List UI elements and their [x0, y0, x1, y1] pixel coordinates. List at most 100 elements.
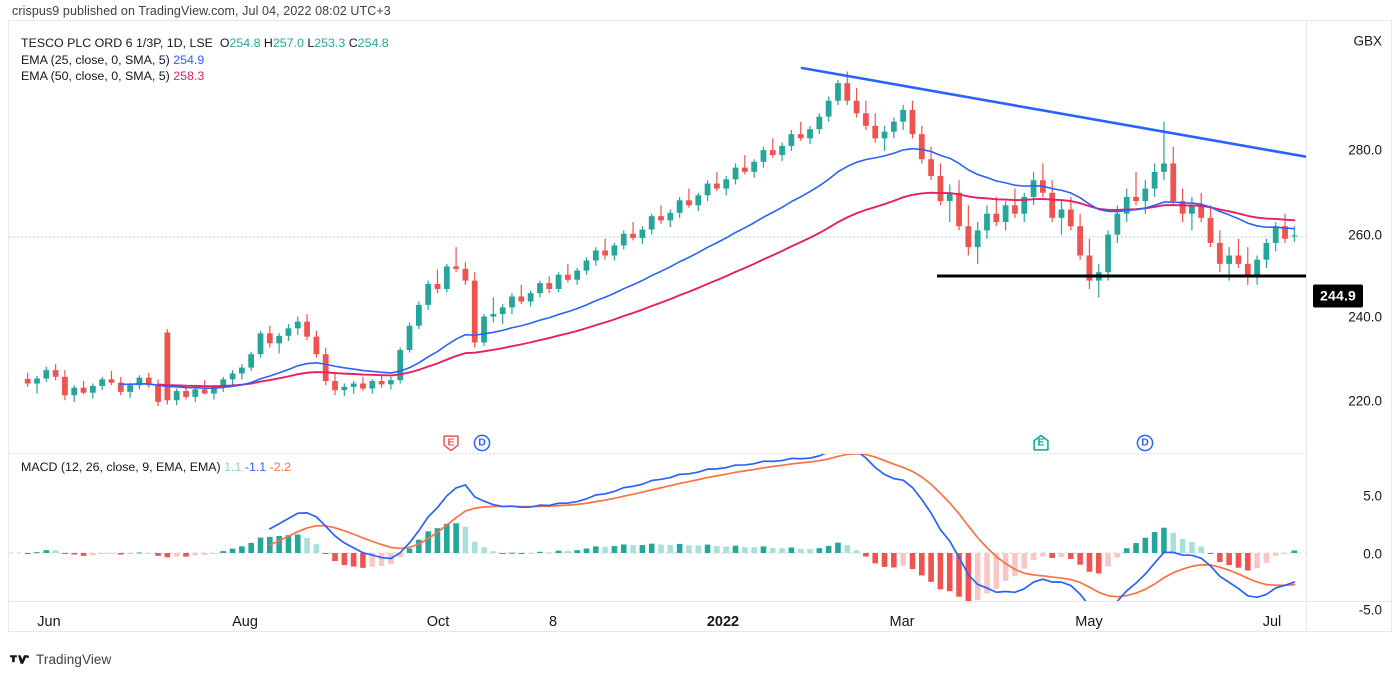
candle-body — [127, 385, 133, 392]
candle-body — [1067, 209, 1074, 227]
macd-hist-bar — [1263, 553, 1270, 563]
macd-hist-bar — [676, 543, 683, 553]
candle-body — [807, 129, 813, 139]
candle-body — [360, 383, 366, 389]
price-scale[interactable]: GBX 280.0 260.0 240.0 220.0 5.0 0.0 -5.0 244.9 — [1306, 21, 1392, 632]
macd-hist-bar — [220, 551, 227, 553]
macd-hist-bar — [620, 544, 627, 553]
macd-hist-bar — [434, 528, 441, 553]
candle-body — [257, 333, 264, 355]
candle-body — [555, 274, 562, 289]
macd-hist-bar — [1086, 553, 1093, 572]
macd-hist-bar — [471, 541, 478, 553]
candle-body — [248, 354, 255, 368]
candle-body — [285, 328, 292, 336]
candle-body — [62, 376, 68, 396]
ema25-line — [120, 147, 1296, 389]
macd-hist-bar — [118, 553, 124, 555]
earnings-marker-2[interactable]: E — [1032, 434, 1051, 453]
candle-body — [52, 370, 59, 377]
time-axis[interactable]: Jun Aug Oct 8 2022 Mar May Jul — [9, 601, 1306, 632]
price-pane[interactable]: TESCO PLC ORD 6 1/3P, 1D, LSE O254.8 H25… — [9, 21, 1306, 453]
macd-hist-bar — [723, 546, 729, 553]
macd-hist-bar — [779, 548, 785, 553]
macd-hist-bar — [732, 545, 739, 553]
time-tick-label: Jun — [37, 614, 61, 630]
macd-hist-bar — [1095, 553, 1102, 574]
price-tick-label: 220.0 — [1348, 393, 1382, 409]
candle-body — [937, 176, 944, 202]
candle-body — [341, 386, 348, 391]
macd-hist-bar — [1123, 548, 1130, 553]
candle-body — [1170, 163, 1177, 202]
candle-body — [1002, 205, 1009, 223]
candle-body — [1105, 234, 1111, 273]
resistance-trendline[interactable] — [800, 66, 1306, 159]
macd-hist-bar — [1244, 553, 1251, 571]
dividend-marker-2[interactable]: D — [1136, 434, 1155, 453]
dividend-marker-1[interactable]: D — [473, 434, 492, 453]
macd-pane[interactable]: MACD (12, 26, close, 9, EMA, EMA) 1.1 -1… — [9, 454, 1306, 601]
candle-body — [80, 387, 87, 393]
macd-hist-bar — [24, 553, 31, 554]
macd-hist-bar — [108, 553, 115, 554]
macd-hist-bar — [192, 553, 199, 556]
candle-body — [1254, 259, 1260, 277]
candle-body — [592, 250, 599, 261]
candle-body — [695, 195, 702, 206]
macd-hist-bar — [164, 553, 171, 558]
candle-body — [201, 389, 208, 394]
current-price-tag[interactable]: 244.9 — [1313, 284, 1364, 308]
macd-hist-bar — [583, 548, 590, 553]
macd-hist-bar — [257, 537, 264, 553]
candle-body — [1123, 196, 1130, 214]
earnings-marker-1[interactable]: E — [442, 434, 461, 453]
macd-hist-bar — [797, 548, 804, 553]
candle-body — [844, 83, 851, 101]
candle-body — [1244, 263, 1251, 277]
macd-hist-bar — [909, 553, 916, 570]
macd-hist-bar — [90, 553, 96, 556]
candle-body — [946, 192, 953, 202]
macd-hist-bar — [443, 523, 450, 553]
pentagon-shape — [443, 435, 459, 452]
candle-body — [816, 116, 823, 130]
candle-body — [108, 379, 115, 383]
candle-body — [192, 389, 199, 397]
macd-histogram — [24, 523, 1298, 601]
macd-hist-bar — [1189, 541, 1195, 553]
candle-body — [313, 336, 320, 355]
candle-body — [639, 229, 646, 238]
macd-hist-bar — [1226, 553, 1232, 566]
candle-body — [741, 167, 748, 172]
candle-body — [1161, 163, 1167, 172]
macd-line — [268, 454, 1296, 601]
macd-hist-bar — [71, 553, 78, 555]
macd-hist-bar — [1133, 543, 1139, 553]
candle-body — [294, 321, 301, 329]
macd-tick-label: -5.0 — [1358, 602, 1382, 618]
candle-body — [611, 245, 618, 256]
candle-body — [1058, 209, 1065, 218]
marker-letter: D — [478, 436, 486, 449]
candle-body — [1198, 205, 1205, 218]
candle-body — [872, 125, 879, 139]
macd-hist-bar — [416, 539, 422, 553]
macd-hist-bar — [1198, 546, 1204, 553]
macd-hist-bar — [769, 547, 776, 553]
macd-hist-bar — [928, 553, 934, 582]
candle-body — [1114, 213, 1121, 235]
macd-legend[interactable]: MACD (12, 26, close, 9, EMA, EMA) 1.1 -1… — [21, 460, 291, 474]
macd-hist-bar — [294, 534, 301, 553]
candle-body — [620, 233, 627, 246]
candle-body — [890, 121, 897, 132]
macd-hist-bar — [956, 553, 962, 597]
macd-hist-bar — [1291, 550, 1298, 553]
macd-hist-bar — [788, 547, 795, 553]
candle-body — [965, 226, 972, 248]
macd-hist-bar — [183, 553, 189, 557]
macd-hist-bar — [462, 526, 469, 553]
macd-hist-bar — [891, 553, 897, 568]
macd-hist-bar — [1030, 553, 1037, 561]
